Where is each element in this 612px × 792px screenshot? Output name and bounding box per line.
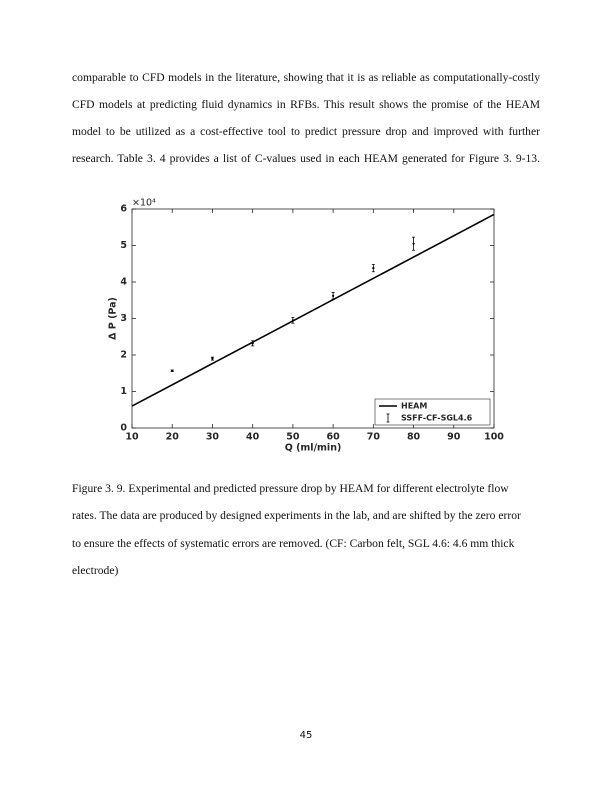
x-tick-label: 50 <box>286 432 300 443</box>
x-tick-label: 30 <box>206 432 220 443</box>
y-tick-label: 1 <box>120 386 127 397</box>
page-number: 45 <box>299 730 313 741</box>
text-line: comparable to CFD models in the literatu… <box>72 71 540 84</box>
caption-line: electrode) <box>72 563 119 577</box>
data-point <box>171 369 174 372</box>
data-point <box>372 267 375 270</box>
y-axis-label: Δ P (Pa) <box>108 297 119 340</box>
x-tick-label: 40 <box>246 432 260 443</box>
x-tick-label: 20 <box>166 432 180 443</box>
model-line <box>131 213 495 407</box>
text-line: CFD models at predicting fluid dynamics … <box>72 98 540 111</box>
y-tick-label: 5 <box>120 240 127 251</box>
legend-errorbar <box>386 413 390 423</box>
x-tick-label: 80 <box>407 432 421 443</box>
x-axis-label: Q (ml/min) <box>285 443 342 454</box>
y-tick-label: 6 <box>120 204 127 215</box>
y-tick-label: 0 <box>120 423 127 434</box>
text-line: research. Table 3. 4 provides a list of … <box>72 152 540 165</box>
legend-label: SSFF-CF-SGL4.6 <box>401 414 473 423</box>
caption-line: to ensure the effects of systematic erro… <box>72 536 515 550</box>
x-tick-label: 90 <box>447 432 461 443</box>
legend-label: HEAM <box>401 402 427 411</box>
y-tick-label: 3 <box>120 313 127 324</box>
caption-line: Figure 3. 9. Experimental and predicted … <box>72 482 509 495</box>
y-tick-label: 4 <box>120 277 127 288</box>
y-multiplier: ×10⁴ <box>132 198 156 209</box>
data-point <box>332 294 335 297</box>
data-point <box>291 319 294 322</box>
x-tick-label: 60 <box>326 432 340 443</box>
x-tick-label: 100 <box>484 432 504 443</box>
caption-line: rates. The data are produced by designed… <box>72 509 521 523</box>
text-line: model to be utilized as a cost-effective… <box>72 125 540 138</box>
data-point <box>412 242 415 245</box>
legend-box <box>374 398 491 426</box>
data-point <box>251 342 254 345</box>
y-tick-label: 2 <box>120 350 127 361</box>
data-point <box>211 357 214 360</box>
x-tick-label: 70 <box>367 432 381 443</box>
x-tick-label: 10 <box>125 432 139 443</box>
plot-frame <box>131 208 495 429</box>
